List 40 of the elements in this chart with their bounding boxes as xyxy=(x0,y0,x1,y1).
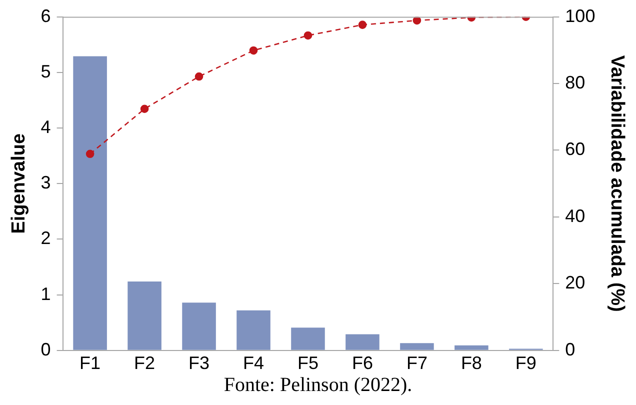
x-tick-label: F7 xyxy=(406,353,428,374)
bar xyxy=(346,334,380,350)
x-tick-label: F4 xyxy=(242,353,264,374)
x-tick-label: F6 xyxy=(352,353,373,374)
x-tick-label: F5 xyxy=(297,353,318,374)
y-tick-label: 0 xyxy=(40,339,51,360)
source-note: Fonte: Pelinson (2022). xyxy=(222,374,414,397)
y-tick-label: 1 xyxy=(40,284,51,304)
point xyxy=(194,72,204,81)
y-tick-label: 4 xyxy=(40,116,51,137)
point xyxy=(412,16,422,25)
point xyxy=(358,20,367,29)
point xyxy=(140,104,149,114)
y2-tick-label: 0 xyxy=(565,339,576,360)
point xyxy=(304,31,312,40)
y-axis-title: Eigenvalue xyxy=(8,133,30,234)
x-tick-label: F9 xyxy=(515,353,536,374)
bar xyxy=(128,281,162,350)
bar xyxy=(454,345,488,350)
bar xyxy=(400,343,434,350)
x-tick-label: F1 xyxy=(80,353,101,374)
y2-axis-title: Variabilidade acumulada (%) xyxy=(606,55,628,312)
point xyxy=(86,150,94,158)
y2-tick-label: 40 xyxy=(565,206,586,226)
bar xyxy=(291,328,325,350)
bar xyxy=(182,302,216,350)
y2-tick-label: 100 xyxy=(565,6,596,26)
y-tick-label: 2 xyxy=(40,228,51,248)
bar xyxy=(236,310,270,350)
y-tick-label: 6 xyxy=(40,6,51,26)
y2-tick-label: 80 xyxy=(565,72,586,92)
y2-tick-label: 60 xyxy=(565,139,586,160)
bar xyxy=(73,56,107,350)
y-tick-label: 5 xyxy=(40,61,51,82)
y-tick-label: 3 xyxy=(40,172,51,193)
point xyxy=(249,46,258,55)
x-tick-label: F3 xyxy=(188,353,210,374)
x-tick-label: F8 xyxy=(460,353,482,374)
y2-tick-label: 20 xyxy=(565,272,586,293)
x-tick-label: F2 xyxy=(134,353,156,374)
